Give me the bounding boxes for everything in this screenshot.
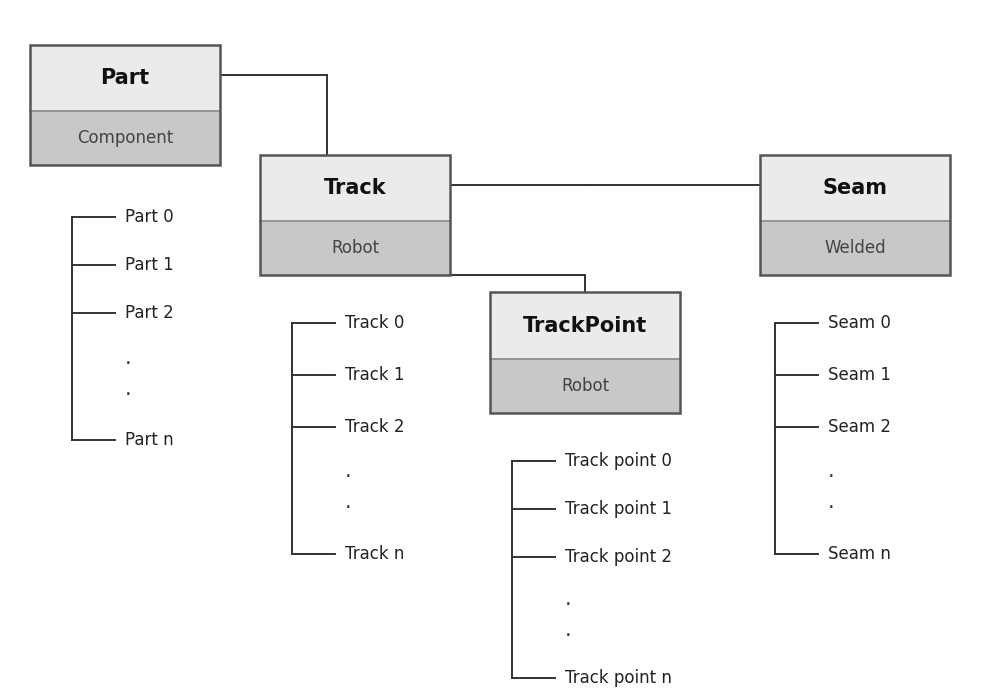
- Text: .: .: [828, 492, 835, 513]
- Text: Track 2: Track 2: [345, 418, 404, 436]
- Text: Part 1: Part 1: [125, 256, 174, 274]
- Text: Track point n: Track point n: [565, 669, 672, 687]
- Bar: [30, 45, 220, 111]
- Bar: [30, 111, 220, 165]
- Text: Component: Component: [77, 129, 173, 147]
- Text: Seam 1: Seam 1: [828, 366, 891, 384]
- Text: .: .: [345, 461, 352, 482]
- Bar: [260, 155, 450, 275]
- Text: Seam 2: Seam 2: [828, 418, 891, 436]
- Text: Track 0: Track 0: [345, 314, 404, 332]
- Text: Seam: Seam: [822, 178, 888, 198]
- Text: .: .: [345, 492, 352, 513]
- Text: Track 1: Track 1: [345, 366, 404, 384]
- Bar: [760, 221, 950, 275]
- Text: Part: Part: [100, 68, 150, 88]
- Text: Robot: Robot: [331, 239, 379, 257]
- Text: .: .: [125, 347, 132, 368]
- Text: TrackPoint: TrackPoint: [523, 316, 647, 336]
- Text: Track n: Track n: [345, 545, 404, 563]
- Text: .: .: [828, 461, 835, 482]
- Text: Part 0: Part 0: [125, 208, 174, 226]
- Bar: [490, 292, 680, 358]
- Text: Seam n: Seam n: [828, 545, 891, 563]
- Text: Part n: Part n: [125, 431, 174, 449]
- Text: Track point 0: Track point 0: [565, 452, 672, 470]
- Text: Welded: Welded: [824, 239, 886, 257]
- Text: Track point 1: Track point 1: [565, 500, 672, 518]
- Text: Part 2: Part 2: [125, 304, 174, 322]
- Bar: [760, 155, 950, 275]
- Bar: [490, 358, 680, 413]
- Text: .: .: [565, 619, 572, 640]
- Text: .: .: [565, 588, 572, 609]
- Bar: [260, 221, 450, 275]
- Bar: [260, 155, 450, 221]
- Bar: [490, 292, 680, 413]
- Bar: [30, 45, 220, 165]
- Text: Robot: Robot: [561, 377, 609, 395]
- Text: .: .: [125, 378, 132, 399]
- Text: Seam 0: Seam 0: [828, 314, 891, 332]
- Text: Track: Track: [324, 178, 386, 198]
- Bar: [760, 155, 950, 221]
- Text: Track point 2: Track point 2: [565, 548, 672, 566]
